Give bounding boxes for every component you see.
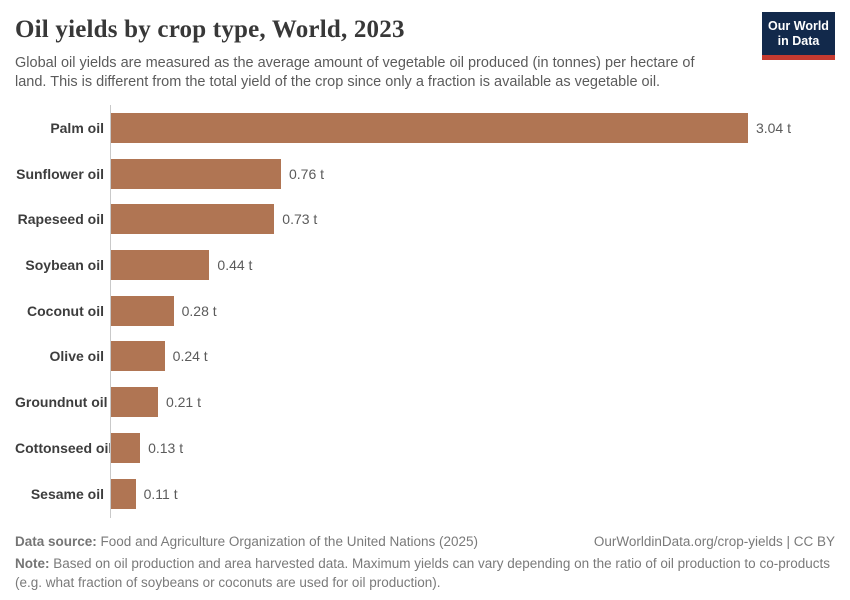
- bar-row: Coconut oil 0.28 t: [15, 295, 835, 326]
- category-label: Rapeseed oil: [17, 211, 104, 228]
- category-label: Palm oil: [50, 120, 104, 136]
- bar[interactable]: [111, 158, 281, 189]
- category-label: Soybean oil: [25, 257, 104, 274]
- category-label: Cottonseed oil: [15, 439, 113, 456]
- bar-track: 0.44 t: [111, 250, 791, 281]
- value-label: 3.04 t: [755, 120, 791, 136]
- category-label: Coconut oil: [27, 302, 104, 319]
- bar-track: 0.73 t: [111, 204, 791, 235]
- bar-row: Groundnut oil 0.21 t: [15, 387, 835, 418]
- value-label: 0.76 t: [289, 165, 325, 182]
- owid-logo[interactable]: Our World in Data: [762, 12, 835, 60]
- bar-row: Sesame oil 0.11 t: [15, 478, 835, 509]
- bar-row: Sunflower oil 0.76 t: [15, 158, 835, 189]
- footnote: Note: Based on oil production and area h…: [15, 554, 835, 592]
- category-label: Olive oil: [49, 348, 104, 365]
- category-label: Sesame oil: [30, 485, 104, 502]
- category-label: Groundnut oil: [15, 394, 108, 411]
- footer: Data source: Food and Agriculture Organi…: [15, 532, 835, 592]
- chart-subtitle: Global oil yields are measured as the av…: [15, 55, 695, 90]
- data-source-label: Data source:: [15, 533, 97, 549]
- bar-row: Olive oil 0.24 t: [15, 341, 835, 372]
- value-label: 0.21 t: [165, 394, 201, 411]
- bar-track: 0.24 t: [111, 341, 791, 372]
- data-source: Data source: Food and Agriculture Organi…: [15, 532, 478, 551]
- bar[interactable]: [111, 204, 275, 235]
- note-label: Note:: [15, 555, 50, 571]
- plot-area: Palm oil 3.04 t Sunflower oil 0.76 t Rap…: [15, 105, 835, 518]
- value-label: 0.11 t: [143, 485, 178, 502]
- y-axis-line: [110, 105, 111, 518]
- bar-row: Soybean oil 0.44 t: [15, 250, 835, 281]
- owid-url-link[interactable]: OurWorldinData.org/crop-yields | CC BY: [593, 533, 835, 549]
- owid-logo-line1: Our World: [768, 19, 829, 33]
- bar[interactable]: [111, 432, 141, 463]
- bar-track: 3.04 t: [111, 113, 791, 143]
- header: Oil yields by crop type, World, 2023 Glo…: [15, 12, 835, 92]
- bar-track: 0.76 t: [111, 158, 791, 189]
- value-label: 0.73 t: [282, 211, 318, 228]
- value-label: 0.44 t: [217, 257, 253, 274]
- chart-title: Oil yields by crop type, World, 2023: [15, 16, 405, 43]
- source-line: Data source: Food and Agriculture Organi…: [15, 532, 835, 551]
- bar-row: Cottonseed oil 0.13 t: [15, 432, 835, 463]
- data-source-text: Food and Agriculture Organization of the…: [100, 533, 479, 549]
- bar[interactable]: [111, 295, 174, 326]
- bar[interactable]: [111, 341, 165, 372]
- bar-track: 0.28 t: [111, 295, 791, 326]
- bar-row: Palm oil 3.04 t: [15, 113, 835, 143]
- category-label: Sunflower oil: [16, 165, 104, 182]
- bar-track: 0.21 t: [111, 387, 791, 418]
- header-text: Oil yields by crop type, World, 2023 Glo…: [15, 12, 715, 92]
- value-label: 0.24 t: [172, 348, 208, 365]
- note-text: Based on oil production and area harvest…: [15, 555, 830, 590]
- bar-chart: Palm oil 3.04 t Sunflower oil 0.76 t Rap…: [15, 105, 835, 518]
- bar-row: Rapeseed oil 0.73 t: [15, 204, 835, 235]
- bar-track: 0.11 t: [111, 478, 791, 509]
- bar[interactable]: [111, 113, 748, 143]
- owid-logo-line2: in Data: [777, 34, 820, 48]
- bar[interactable]: [111, 387, 158, 418]
- bar[interactable]: [111, 478, 136, 509]
- bar[interactable]: [111, 250, 210, 281]
- value-label: 0.28 t: [181, 302, 217, 319]
- bar-track: 0.13 t: [111, 432, 791, 463]
- value-label: 0.13 t: [148, 439, 184, 456]
